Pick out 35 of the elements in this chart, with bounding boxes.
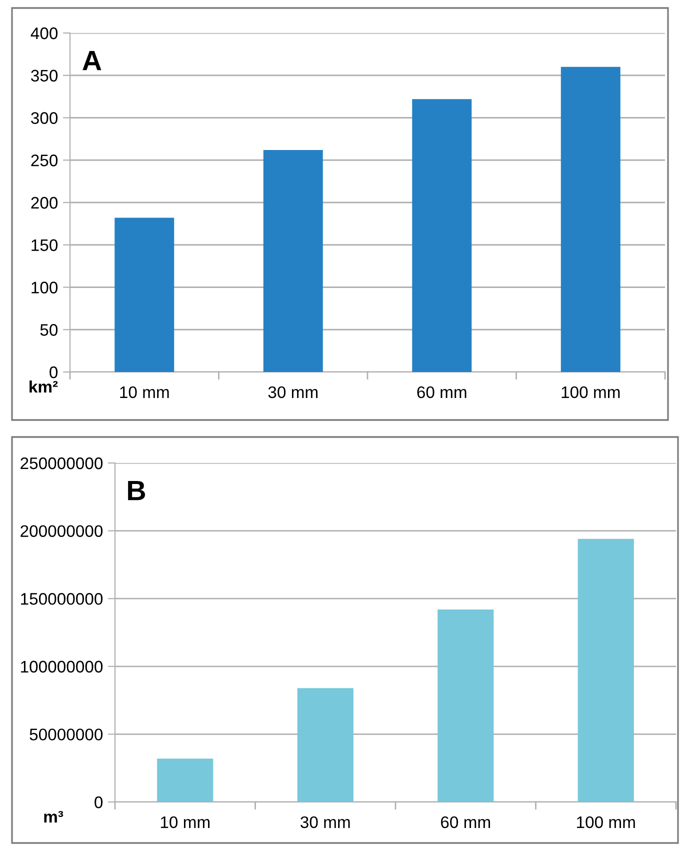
y-tick-label: 50000000 bbox=[30, 728, 103, 740]
x-tick-label: 60 mm bbox=[441, 816, 490, 828]
y-tick-label: 200 bbox=[31, 196, 58, 209]
bar bbox=[297, 688, 354, 802]
chart-title: B bbox=[128, 480, 146, 500]
y-tick-label: 100000000 bbox=[21, 660, 103, 673]
chart-title: A bbox=[82, 50, 102, 70]
y-tick-label: 400 bbox=[30, 27, 58, 40]
y-tick-label: 150000000 bbox=[21, 593, 103, 605]
y-tick-label: 150 bbox=[32, 239, 58, 252]
bar bbox=[263, 150, 323, 372]
bar bbox=[578, 538, 634, 802]
y-tick-label: 350 bbox=[31, 70, 58, 82]
x-tick-label: 30 mm bbox=[268, 386, 318, 398]
y-tick-label: 100 bbox=[32, 282, 58, 294]
x-tick-label: 60 mm bbox=[417, 386, 466, 398]
y-tick-label: 300 bbox=[31, 112, 58, 124]
x-tick-label: 100 mm bbox=[577, 816, 635, 828]
y-tick-label: 200000000 bbox=[20, 525, 103, 538]
bar bbox=[438, 609, 494, 802]
x-axis-title: m³ bbox=[44, 810, 64, 823]
x-tick-label: 100 mm bbox=[562, 386, 620, 398]
bar bbox=[114, 218, 174, 372]
x-tick-label: 10 mm bbox=[160, 816, 210, 828]
x-tick-label: 10 mm bbox=[120, 386, 169, 398]
x-axis-title: km² bbox=[30, 380, 58, 393]
y-tick-label: 250 bbox=[31, 154, 58, 166]
bar bbox=[412, 99, 472, 372]
y-tick-label: 250000000 bbox=[20, 457, 103, 470]
bar bbox=[157, 758, 214, 802]
y-tick-label: 0 bbox=[94, 796, 103, 808]
y-tick-label: 50 bbox=[40, 324, 58, 336]
x-tick-label: 30 mm bbox=[300, 816, 350, 828]
y-tick-label: 0 bbox=[50, 366, 58, 378]
bar bbox=[560, 66, 620, 372]
